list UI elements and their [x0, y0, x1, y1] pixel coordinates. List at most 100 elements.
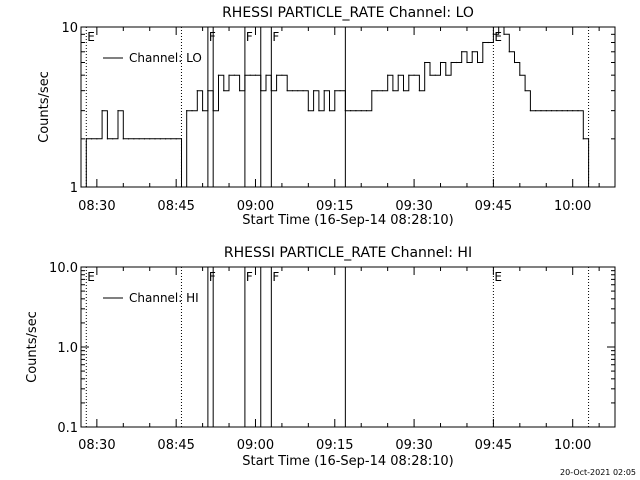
data-point: [519, 74, 521, 76]
data-point: [202, 110, 204, 112]
data-point: [402, 90, 405, 92]
data-point: [239, 90, 241, 92]
data-point: [529, 110, 532, 112]
data-point: [413, 74, 415, 76]
data-point: [276, 74, 278, 76]
y-tick-label: 10: [61, 21, 78, 36]
data-point: [154, 138, 156, 140]
x-tick-label: 10:00: [554, 199, 591, 214]
data-point: [577, 110, 579, 112]
data-point: [101, 110, 103, 112]
data-point: [344, 110, 346, 112]
data-point: [186, 110, 188, 112]
data-point: [249, 74, 251, 76]
data-point: [90, 138, 93, 140]
footer-timestamp: 20-Oct-2021 02:05: [560, 468, 636, 477]
x-tick-label: 10:00: [554, 438, 591, 453]
data-point: [360, 110, 362, 112]
data-point: [207, 90, 209, 92]
data-point: [556, 110, 558, 112]
flag-label: E: [494, 270, 502, 284]
data-point: [328, 110, 331, 112]
data-point: [80, 186, 82, 188]
data-point: [508, 51, 510, 53]
data-point: [376, 90, 378, 92]
x-tick-label: 08:45: [157, 199, 194, 214]
flag-label: F: [209, 270, 216, 284]
data-point: [424, 61, 426, 64]
data-point: [482, 41, 484, 44]
flag-label: F: [246, 30, 253, 44]
data-point: [307, 110, 309, 112]
data-point: [434, 74, 436, 76]
data-point: [535, 110, 537, 112]
data-point: [260, 90, 262, 92]
data-point: [281, 74, 283, 76]
x-axis-label: Start Time (16-Sep-14 08:28:10): [242, 213, 453, 228]
x-tick-label: 09:45: [475, 438, 512, 453]
data-point: [196, 90, 198, 92]
x-tick-label: 09:00: [237, 199, 274, 214]
data-point: [439, 61, 442, 64]
data-point: [365, 110, 368, 112]
data-point: [566, 110, 569, 112]
y-axis-label: Counts/sec: [25, 311, 40, 383]
legend-entry: Channel: HI: [129, 291, 199, 305]
data-point: [397, 74, 399, 76]
data-point: [127, 138, 130, 140]
x-tick-label: 08:45: [157, 438, 194, 453]
data-point: [572, 110, 574, 112]
data-point: [96, 138, 98, 140]
data-point: [381, 90, 383, 92]
data-point: [503, 33, 505, 35]
data-point: [492, 33, 494, 35]
data-point: [191, 110, 193, 112]
data-point: [228, 74, 230, 76]
data-point: [233, 74, 235, 76]
chart-title: RHESSI PARTICLE_RATE Channel: HI: [224, 245, 472, 261]
x-tick-label: 09:00: [237, 438, 274, 453]
flag-label: F: [246, 270, 253, 284]
data-point: [540, 110, 542, 112]
x-tick-label: 09:45: [475, 199, 512, 214]
data-point: [339, 90, 341, 92]
data-point: [466, 61, 468, 64]
data-point: [313, 90, 315, 92]
y-tick-label: 0.1: [57, 421, 78, 436]
data-point: [217, 74, 220, 76]
x-tick-label: 09:15: [316, 199, 353, 214]
data-point: [550, 110, 553, 112]
data-point: [149, 138, 151, 140]
data-point: [429, 74, 431, 76]
data-point: [545, 110, 547, 112]
data-point: [170, 138, 172, 140]
data-point: [355, 110, 357, 112]
data-point: [318, 110, 320, 112]
data-point: [487, 41, 489, 44]
data-point: [476, 61, 479, 64]
data-point: [418, 90, 420, 92]
data-point: [175, 138, 177, 140]
data-point: [471, 51, 473, 53]
x-tick-label: 09:30: [395, 438, 432, 453]
data-point: [143, 138, 146, 140]
x-axis-label: Start Time (16-Sep-14 08:28:10): [242, 454, 453, 469]
data-point: [85, 138, 87, 140]
data-point: [455, 61, 457, 64]
chart-title: RHESSI PARTICLE_RATE Channel: LO: [222, 5, 474, 21]
y-axis-label: Counts/sec: [37, 71, 52, 143]
y-tick-label: 1.0: [57, 341, 78, 356]
data-point: [270, 90, 272, 92]
data-point: [587, 186, 590, 188]
data-point: [265, 74, 267, 76]
data-point: [223, 90, 225, 92]
data-point: [582, 138, 584, 140]
data-point: [350, 110, 352, 112]
x-tick-label: 08:30: [78, 438, 115, 453]
data-point: [461, 51, 463, 53]
data-point: [164, 138, 167, 140]
data-point: [498, 26, 500, 28]
data-point: [138, 138, 140, 140]
